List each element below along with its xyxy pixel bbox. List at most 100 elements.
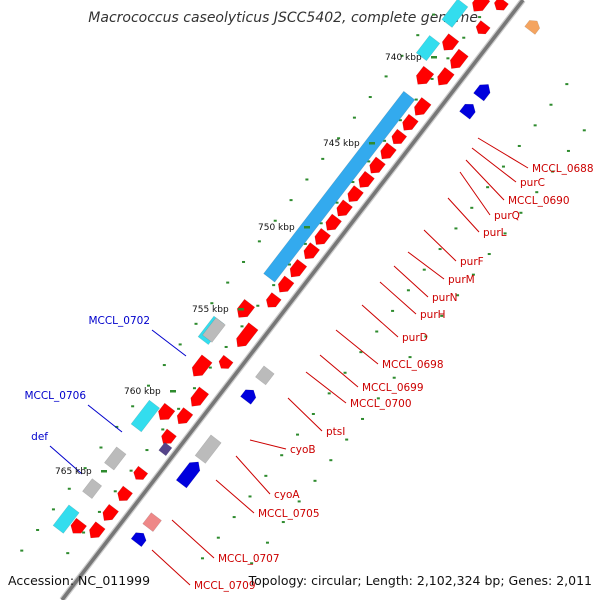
tick-dot [208, 366, 212, 369]
tick-dot [311, 412, 315, 415]
feature-reverse [240, 389, 257, 405]
tick-dot [440, 314, 444, 317]
tick-dot [438, 248, 442, 251]
tick-mark [101, 470, 107, 473]
feature-reverse [130, 532, 147, 548]
tick-dot [97, 510, 101, 513]
cds-inner [450, 48, 469, 69]
label-leader-line [249, 439, 287, 450]
tick-labels: 740 kbp 745 kbp 750 kbp 755 kbp 760 kbp 765 k… [55, 53, 437, 477]
cds-outer [416, 65, 435, 85]
tick-dot [194, 322, 198, 325]
label-leader-line [171, 519, 215, 559]
tick-dot [503, 232, 507, 235]
cds-inner [414, 97, 432, 116]
tick-dot [501, 165, 505, 168]
tick-dot [250, 562, 254, 565]
cds-inner [336, 199, 353, 217]
tick-dot [432, 13, 436, 16]
gene-label: MCCL_0690 [508, 195, 570, 207]
tick-dot [296, 433, 300, 436]
feature-reverse [142, 512, 162, 532]
gene-label: purF [460, 256, 484, 268]
tick-dot [430, 77, 434, 80]
tick-dot [297, 500, 301, 503]
cds-inner [369, 156, 386, 174]
cds-inner [161, 428, 177, 444]
tick-label: 760 kbp [124, 387, 161, 397]
tick-dot [517, 144, 521, 147]
gene-label: purD [402, 332, 428, 344]
tick-dot [416, 34, 420, 37]
tick-label: 765 kbp [55, 467, 92, 477]
gene-label: ptsI [326, 426, 345, 438]
feature-reverse [255, 365, 275, 386]
label-leader-line [407, 251, 445, 280]
cds-inner [325, 213, 342, 231]
cds-inner [133, 465, 149, 480]
gene-label: MCCL_0700 [350, 398, 412, 410]
label-leader-line [477, 137, 529, 169]
tick-dot [408, 356, 412, 359]
tick-dot [51, 508, 55, 511]
cds-outer [70, 517, 88, 534]
tick-dot [383, 139, 387, 142]
accession-text: Accession: NC_011999 [8, 573, 151, 588]
label-leader-line [361, 304, 399, 338]
label-leader-line [235, 455, 271, 495]
tick-dot [391, 309, 395, 312]
tick-dot [424, 335, 428, 338]
cds-inner [218, 354, 234, 369]
tick-dot [337, 137, 341, 140]
gene-label: MCCL_0698 [382, 359, 444, 371]
backbone-group [59, 0, 526, 600]
feature-cyan [441, 0, 469, 28]
tick-dot [36, 528, 40, 531]
feature-gray [104, 446, 127, 471]
tick-dot [329, 459, 333, 462]
tick-dot [454, 227, 458, 230]
tick-dot [471, 273, 475, 276]
tick-mark [170, 390, 176, 393]
cds-inner [402, 113, 419, 131]
cds-inner [89, 521, 106, 539]
tick-dot [535, 191, 539, 194]
cds-inner [265, 292, 282, 308]
label-lines [49, 137, 529, 586]
label-leader-line [447, 197, 480, 233]
gene-label: purL [483, 227, 507, 239]
tick-label: 755 kbp [192, 305, 229, 315]
label-leader-line [151, 549, 191, 586]
tick-dot [565, 83, 569, 86]
tick-dot [313, 479, 317, 482]
tick-dot [257, 240, 261, 243]
cds-inner [190, 386, 210, 407]
gene-label: MCCL_0706 [24, 390, 86, 402]
tick-dot [289, 199, 293, 202]
tick-dot [327, 392, 331, 395]
cds-outer [236, 298, 256, 318]
tick-dot [99, 446, 103, 449]
tick-dot [210, 302, 214, 305]
tick-dot [533, 124, 537, 127]
feature-cyan [52, 504, 80, 534]
tick-dot [487, 253, 491, 256]
tick-dot [192, 387, 196, 390]
tick-dot [113, 490, 117, 493]
tick-dot [265, 541, 269, 544]
features-group [52, 0, 541, 548]
label-leader-line [319, 354, 359, 388]
tick-dot [226, 281, 230, 284]
tick-dot [400, 54, 404, 57]
gene-label: MCCL_0699 [362, 382, 424, 394]
tick-dot [361, 417, 365, 420]
tick-dot [343, 371, 347, 374]
cds-outer [158, 402, 176, 421]
tick-dot [414, 98, 418, 101]
feature-cyan [415, 35, 441, 62]
gene-label: def [31, 431, 48, 443]
feature-reverse [194, 434, 222, 464]
gene-label: MCCL_0702 [88, 315, 150, 327]
feature-reverse [473, 84, 491, 102]
backbone-line [60, 0, 525, 600]
